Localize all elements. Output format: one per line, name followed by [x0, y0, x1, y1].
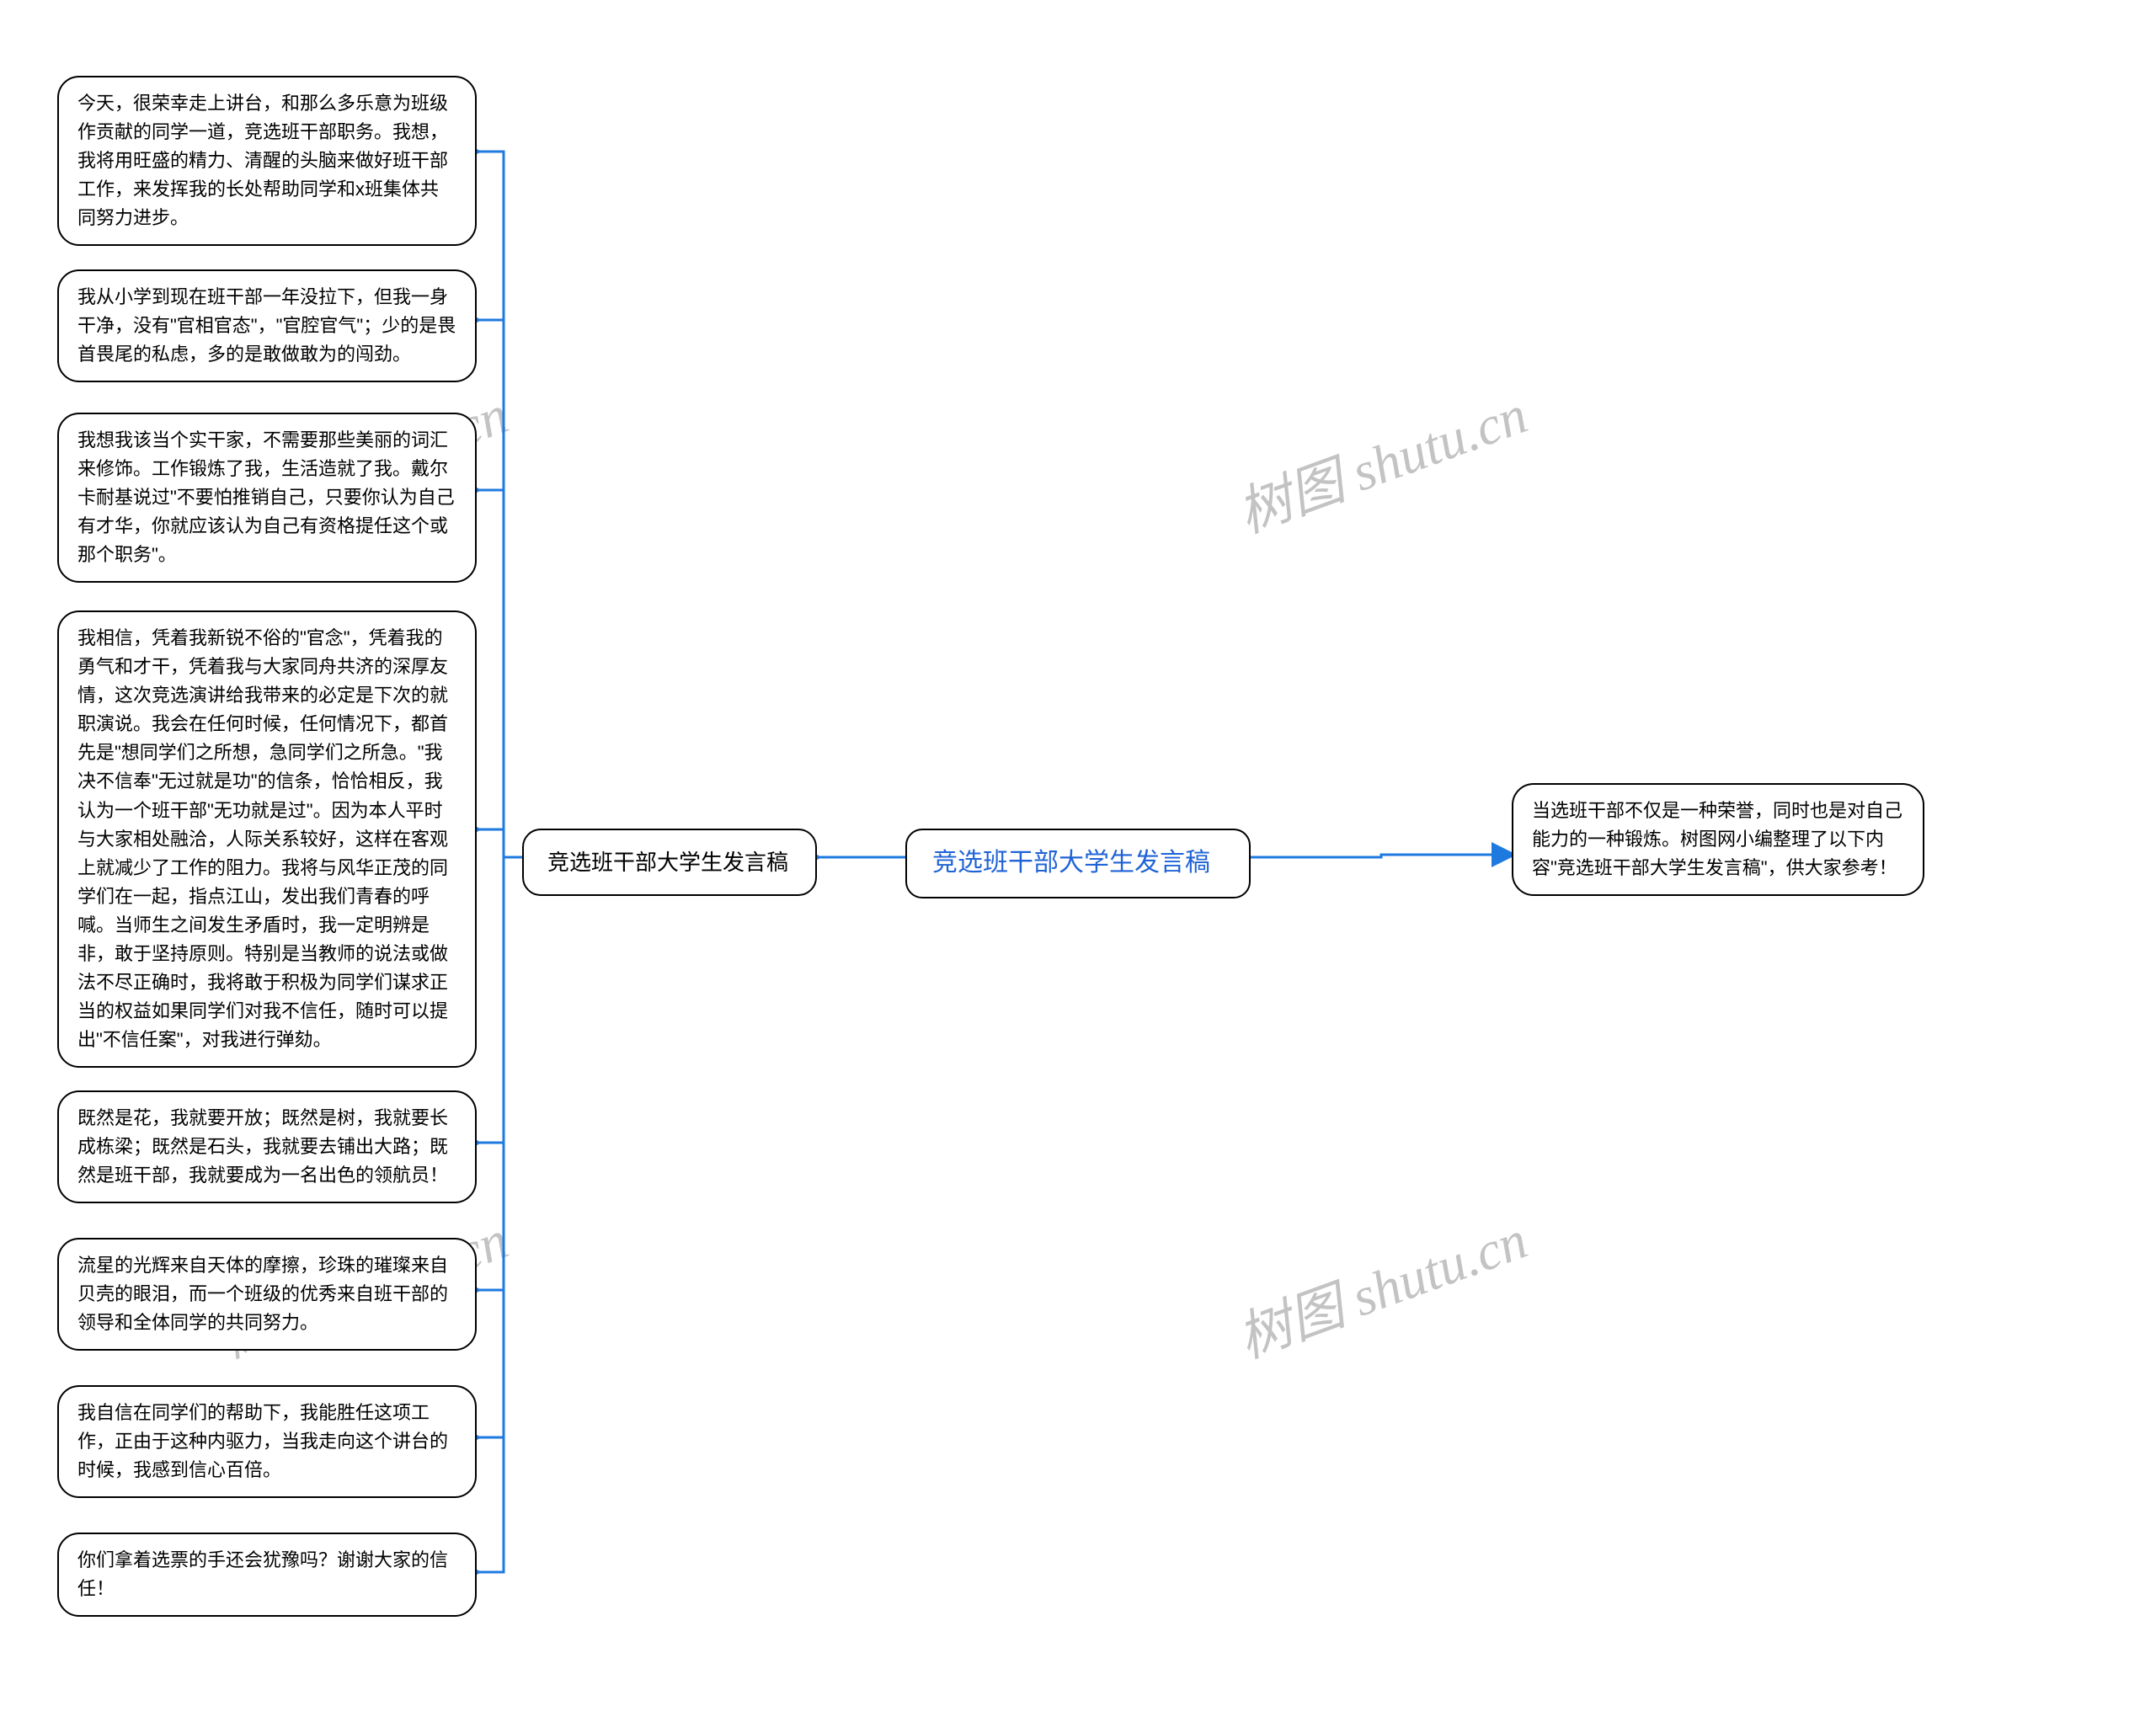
leaf-text: 我自信在同学们的帮助下，我能胜任这项工作，正由于这种内驱力，当我走向这个讲台的时… [77, 1402, 448, 1480]
watermark: 树图 shutu.cn [1225, 371, 1536, 547]
leaf-text: 我相信，凭着我新锐不俗的"官念"，凭着我的勇气和才干，凭着我与大家同舟共济的深厚… [77, 627, 448, 1050]
leaf-text: 既然是花，我就要开放；既然是树，我就要长成栋梁；既然是石头，我就要去铺出大路；既… [77, 1107, 448, 1186]
root-label: 竞选班干部大学生发言稿 [932, 849, 1210, 877]
leaf-node: 我相信，凭着我新锐不俗的"官念"，凭着我的勇气和才干，凭着我与大家同舟共济的深厚… [57, 610, 477, 1068]
leaf-node: 我从小学到现在班干部一年没拉下，但我一身干净，没有"官相官态"，"官腔官气"；少… [57, 269, 477, 382]
leaf-node: 既然是花，我就要开放；既然是树，我就要长成栋梁；既然是石头，我就要去铺出大路；既… [57, 1090, 477, 1203]
leaf-text: 流星的光辉来自天体的摩擦，珍珠的璀璨来自贝壳的眼泪，而一个班级的优秀来自班干部的… [77, 1255, 448, 1333]
leaf-text: 你们拿着选票的手还会犹豫吗？谢谢大家的信任！ [77, 1549, 448, 1599]
watermark: 树图 shutu.cn [1225, 1197, 1536, 1373]
leaf-text: 今天，很荣幸走上讲台，和那么多乐意为班级作贡献的同学一道，竞选班干部职务。我想，… [77, 93, 448, 228]
right-intro-node: 当选班干部不仅是一种荣誉，同时也是对自己能力的一种锻炼。树图网小编整理了以下内容… [1512, 783, 1924, 896]
leaf-node: 我自信在同学们的帮助下，我能胜任这项工作，正由于这种内驱力，当我走向这个讲台的时… [57, 1385, 477, 1498]
root-node: 竞选班干部大学生发言稿 [905, 829, 1251, 898]
leaf-node: 流星的光辉来自天体的摩擦，珍珠的璀璨来自贝壳的眼泪，而一个班级的优秀来自班干部的… [57, 1238, 477, 1351]
left-parent-label: 竞选班干部大学生发言稿 [547, 850, 788, 875]
leaf-node: 我想我该当个实干家，不需要那些美丽的词汇来修饰。工作锻炼了我，生活造就了我。戴尔… [57, 413, 477, 583]
left-parent-node: 竞选班干部大学生发言稿 [522, 829, 817, 896]
leaf-text: 我想我该当个实干家，不需要那些美丽的词汇来修饰。工作锻炼了我，生活造就了我。戴尔… [77, 429, 455, 565]
right-intro-text: 当选班干部不仅是一种荣誉，同时也是对自己能力的一种锻炼。树图网小编整理了以下内容… [1532, 800, 1903, 878]
leaf-text: 我从小学到现在班干部一年没拉下，但我一身干净，没有"官相官态"，"官腔官气"；少… [77, 286, 456, 365]
leaf-node: 今天，很荣幸走上讲台，和那么多乐意为班级作贡献的同学一道，竞选班干部职务。我想，… [57, 76, 477, 246]
leaf-node: 你们拿着选票的手还会犹豫吗？谢谢大家的信任！ [57, 1533, 477, 1617]
